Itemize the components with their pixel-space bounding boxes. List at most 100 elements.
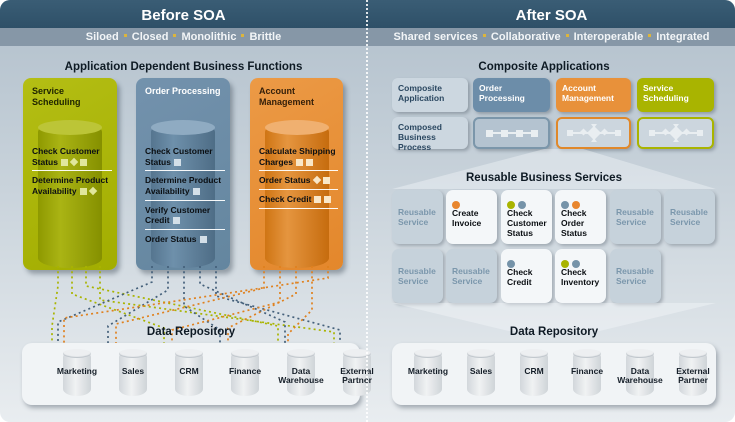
service-check-order-status: Check Order Status bbox=[555, 190, 606, 244]
square-marker-icon bbox=[192, 187, 200, 195]
separator-dot-icon bbox=[173, 34, 177, 37]
database-cylinder-icon bbox=[626, 349, 654, 396]
branched-process-flow-box bbox=[556, 117, 631, 149]
datastore: Marketing bbox=[400, 349, 456, 396]
application-cylinder-icon bbox=[151, 120, 215, 268]
database-cylinder-icon bbox=[573, 349, 601, 396]
divider bbox=[145, 228, 225, 230]
datastore: CRM bbox=[506, 349, 562, 396]
app-box-service-scheduling: Service Scheduling Check Customer Status… bbox=[23, 78, 117, 270]
blue-dot-icon bbox=[561, 201, 569, 209]
panel-divider bbox=[366, 0, 368, 422]
separator-dot-icon bbox=[482, 34, 486, 37]
datastore: Finance bbox=[559, 349, 615, 396]
linear-flow-icon bbox=[485, 130, 538, 137]
divider bbox=[32, 170, 112, 172]
database-cylinder-icon bbox=[175, 349, 203, 396]
composite-order-processing: Order Processing bbox=[473, 78, 550, 112]
app-title: Service Scheduling bbox=[32, 86, 81, 108]
database-cylinder-icon bbox=[119, 349, 147, 396]
service-create-invoice: Create Invoice bbox=[446, 190, 497, 244]
database-cylinder-icon bbox=[63, 349, 91, 396]
app-function: Check Customer Status bbox=[32, 146, 100, 167]
separator-dot-icon bbox=[648, 34, 652, 37]
right-repository-title: Data Repository bbox=[509, 326, 599, 338]
square-marker-icon bbox=[79, 187, 87, 195]
diamond-marker-icon bbox=[69, 157, 79, 166]
square-marker-icon bbox=[199, 235, 207, 243]
green-dot-icon bbox=[561, 260, 569, 268]
datastore: CRM bbox=[161, 349, 217, 396]
blue-dot-icon bbox=[507, 260, 515, 268]
blue-dot-icon bbox=[518, 201, 526, 209]
service-check-credit: Check Credit bbox=[501, 249, 552, 303]
reusable-service-box: Reusable Service bbox=[392, 190, 443, 244]
orange-dot-icon bbox=[572, 201, 580, 209]
divider bbox=[259, 170, 338, 172]
divider bbox=[145, 199, 225, 201]
app-function: Check Customer Status bbox=[145, 146, 213, 167]
app-function: Verify Customer Credit bbox=[145, 204, 211, 226]
square-marker-icon bbox=[172, 217, 180, 225]
reusable-service-box: Reusable Service bbox=[392, 249, 443, 303]
application-cylinder-icon bbox=[38, 120, 102, 268]
app-function: Determine Product Availability bbox=[145, 175, 222, 196]
square-marker-icon bbox=[60, 158, 68, 166]
reusable-service-box: Reusable Service bbox=[610, 249, 661, 303]
blue-dot-icon bbox=[572, 260, 580, 268]
datastore: Marketing bbox=[49, 349, 105, 396]
app-function: Order Status bbox=[145, 234, 225, 245]
database-cylinder-icon bbox=[679, 349, 707, 396]
composite-applications-title: Composite Applications bbox=[478, 61, 610, 73]
datastore: External Partner bbox=[329, 349, 385, 396]
separator-dot-icon bbox=[565, 34, 569, 37]
reusable-service-box: Reusable Service bbox=[610, 190, 661, 244]
orange-dot-icon bbox=[452, 201, 460, 209]
datastore: External Partner bbox=[665, 349, 721, 396]
datastore: Sales bbox=[105, 349, 161, 396]
right-data-repository: Marketing Sales CRM Finance Data Warehou… bbox=[392, 343, 716, 405]
database-cylinder-icon bbox=[520, 349, 548, 396]
reusable-business-services-title: Reusable Business Services bbox=[466, 172, 622, 184]
square-marker-icon bbox=[306, 158, 314, 166]
diamond-marker-icon bbox=[88, 186, 97, 196]
datastore: Data Warehouse bbox=[273, 349, 329, 396]
square-marker-icon bbox=[79, 158, 87, 166]
reusable-service-box: Reusable Service bbox=[446, 249, 497, 303]
point-to-point-connections bbox=[51, 266, 341, 344]
database-cylinder-icon bbox=[467, 349, 495, 396]
separator-dot-icon bbox=[241, 34, 245, 37]
database-cylinder-icon bbox=[414, 349, 442, 396]
square-marker-icon bbox=[322, 177, 330, 185]
left-data-repository: Marketing Sales CRM Finance Data Warehou… bbox=[22, 343, 374, 405]
app-function: Calculate Shipping Charges bbox=[259, 146, 336, 167]
datastore: Finance bbox=[217, 349, 273, 396]
app-box-order-processing: Order Processing Check Customer Status D… bbox=[136, 78, 230, 270]
branched-flow-icon bbox=[566, 124, 621, 142]
reusable-service-box: Reusable Service bbox=[664, 190, 715, 244]
square-marker-icon bbox=[324, 195, 332, 203]
branched-process-flow-box bbox=[637, 117, 714, 149]
linear-process-flow-box bbox=[473, 117, 550, 149]
datastore: Sales bbox=[453, 349, 509, 396]
composed-business-process-label-box: Composed Business Process bbox=[392, 117, 468, 152]
app-function: Check Credit bbox=[259, 194, 338, 205]
square-marker-icon bbox=[173, 158, 181, 166]
left-repository-title: Data Repository bbox=[146, 326, 236, 338]
application-cylinder-icon bbox=[264, 120, 329, 268]
composite-application-label-box: Composite Application bbox=[392, 78, 468, 112]
database-cylinder-icon bbox=[231, 349, 259, 396]
divider bbox=[259, 207, 338, 209]
app-function: Determine Product Availability bbox=[32, 175, 109, 196]
after-soa-title: After SOA bbox=[515, 7, 588, 24]
app-title: Order Processing bbox=[145, 86, 221, 96]
green-dot-icon bbox=[507, 201, 515, 209]
service-check-customer-status: Check Customer Status bbox=[501, 190, 552, 244]
branched-flow-icon bbox=[648, 124, 703, 142]
before-soa-title: Before SOA bbox=[141, 7, 226, 24]
after-soa-tagline: Shared services Collaborative Interoperabl… bbox=[393, 31, 710, 43]
separator-dot-icon bbox=[123, 34, 127, 37]
before-soa-tagline: Siloed Closed Monolithic Brittle bbox=[85, 31, 282, 43]
left-section-title: Application Dependent Business Functions bbox=[64, 61, 303, 73]
